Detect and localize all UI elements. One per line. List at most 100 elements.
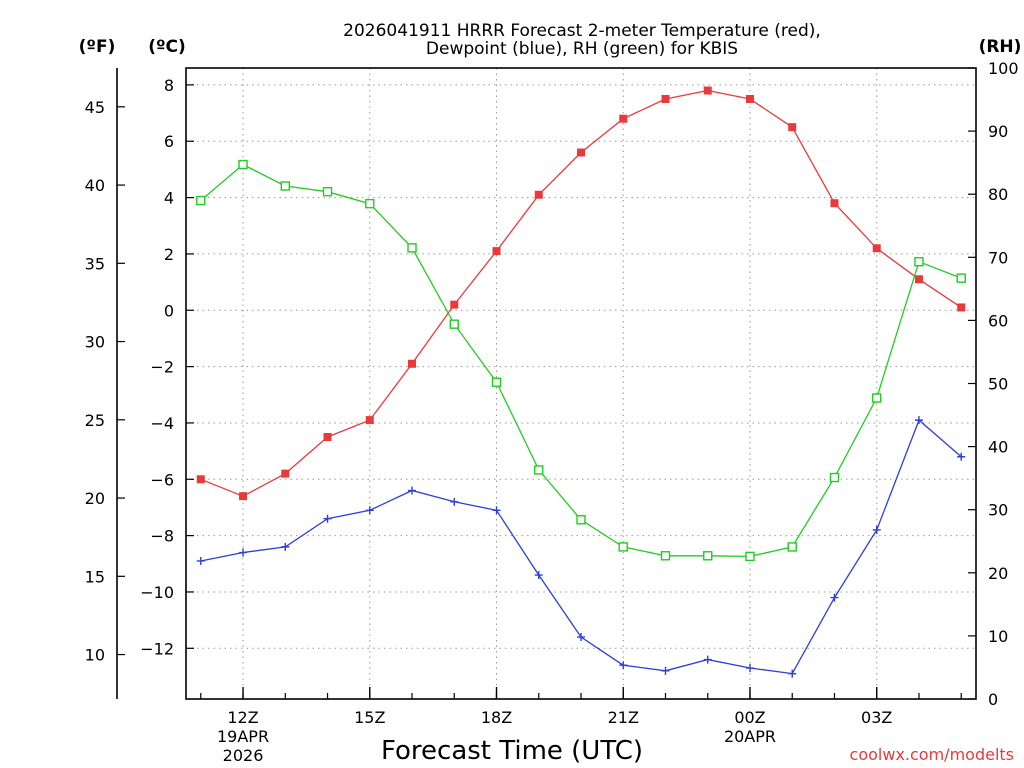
- data-point: [703, 655, 712, 664]
- data-point: [449, 319, 459, 329]
- data-point: [703, 551, 713, 561]
- x-tick-label: 21Z: [608, 708, 639, 727]
- x-tick-label: 15Z: [354, 708, 385, 727]
- data-point: [534, 465, 544, 475]
- chart-title-line-2: Dewpoint (blue), RH (green) for KBIS: [426, 39, 738, 59]
- data-point: [534, 571, 543, 580]
- data-point: [322, 186, 333, 197]
- data-point: [365, 198, 375, 209]
- x-tick-label: 12Z: [227, 708, 258, 727]
- data-point: [914, 416, 923, 425]
- data-point: [703, 86, 712, 95]
- data-point: [787, 542, 797, 552]
- data-point: [280, 181, 290, 191]
- data-point: [956, 273, 966, 283]
- fahrenheit-tick-label: 30: [85, 333, 105, 352]
- data-point: [450, 300, 459, 309]
- data-point: [407, 243, 417, 253]
- data-point: [196, 556, 205, 565]
- data-point: [872, 244, 881, 253]
- data-point: [281, 469, 290, 478]
- x-axis-label: Forecast Time (UTC): [381, 736, 643, 766]
- data-point: [619, 661, 628, 670]
- celsius-tick-label: 0: [164, 301, 174, 320]
- fahrenheit-tick-label: 10: [85, 646, 105, 665]
- axes: [116, 67, 977, 700]
- data-point: [196, 195, 206, 206]
- rh-tick-label: 50: [988, 375, 1008, 394]
- rh-unit-label: (RH): [979, 37, 1022, 57]
- celsius-tick-label: −6: [150, 470, 174, 489]
- credit-text: coolwx.com/modelts: [850, 745, 1014, 764]
- data-point: [576, 515, 586, 525]
- data-point: [872, 525, 881, 534]
- fahrenheit-tick-label: 15: [85, 567, 105, 586]
- rh-tick-label: 10: [988, 627, 1008, 646]
- data-point: [914, 257, 924, 267]
- series-line: [200, 163, 962, 558]
- data-point: [957, 452, 966, 461]
- celsius-tick-label: −4: [150, 414, 174, 433]
- fahrenheit-unit-label: (ºF): [79, 37, 116, 57]
- celsius-tick-label: −10: [140, 583, 174, 602]
- x-tick-label: 00Z: [734, 708, 765, 727]
- rh-tick-label: 90: [988, 122, 1008, 141]
- celsius-tick-label: −2: [150, 358, 174, 377]
- data-point: [788, 123, 797, 132]
- series-relative-humidity: [196, 159, 966, 562]
- series-temperature: [196, 86, 966, 501]
- grid-lines: [186, 68, 976, 699]
- x-tick-year-label: 2026: [223, 746, 264, 765]
- celsius-tick-label: 6: [164, 132, 174, 151]
- rh-tick-label: 30: [988, 501, 1008, 520]
- fahrenheit-tick-label: 20: [85, 489, 105, 508]
- data-series: [196, 86, 966, 678]
- x-tick-date-label: 19APR: [217, 727, 269, 746]
- rh-tick-label: 20: [988, 564, 1008, 583]
- chart-title-line-1: 2026041911 HRRR Forecast 2-meter Tempera…: [343, 21, 821, 41]
- data-point: [450, 497, 459, 506]
- data-point: [239, 492, 248, 501]
- fahrenheit-tick-label: 45: [85, 98, 105, 117]
- data-point: [365, 506, 374, 515]
- plot-frame: [185, 67, 977, 700]
- x-tick-date-label: 20APR: [724, 727, 776, 746]
- data-point: [365, 416, 374, 425]
- data-point: [238, 159, 248, 170]
- rh-tick-label: 40: [988, 438, 1008, 457]
- rh-tick-label: 100: [988, 59, 1019, 78]
- fahrenheit-tick-label: 35: [85, 254, 105, 273]
- celsius-unit-label: (ºC): [148, 37, 186, 57]
- data-point: [491, 377, 502, 387]
- data-point: [408, 486, 417, 495]
- data-point: [830, 593, 839, 602]
- data-point: [492, 247, 501, 256]
- data-point: [957, 303, 966, 312]
- x-tick-label: 18Z: [481, 708, 512, 727]
- data-point: [745, 94, 754, 103]
- data-point: [788, 669, 797, 678]
- data-point: [408, 359, 417, 368]
- data-point: [281, 542, 290, 551]
- data-point: [745, 664, 754, 673]
- data-point: [323, 433, 332, 442]
- rh-tick-label: 0: [988, 690, 998, 709]
- celsius-tick-label: −12: [140, 639, 174, 658]
- data-point: [577, 148, 585, 157]
- celsius-tick-label: −8: [150, 527, 174, 546]
- data-point: [660, 551, 671, 561]
- data-point: [323, 514, 332, 523]
- rh-tick-label: 80: [988, 185, 1008, 204]
- series-dewpoint: [196, 416, 966, 678]
- data-point: [830, 199, 839, 208]
- data-point: [914, 275, 923, 284]
- data-point: [661, 94, 670, 103]
- data-point: [661, 666, 670, 675]
- fahrenheit-tick-label: 40: [85, 176, 105, 195]
- data-point: [239, 548, 248, 557]
- celsius-tick-label: 2: [164, 245, 174, 264]
- rh-tick-label: 60: [988, 311, 1008, 330]
- data-point: [534, 190, 543, 199]
- celsius-tick-label: 4: [164, 189, 174, 208]
